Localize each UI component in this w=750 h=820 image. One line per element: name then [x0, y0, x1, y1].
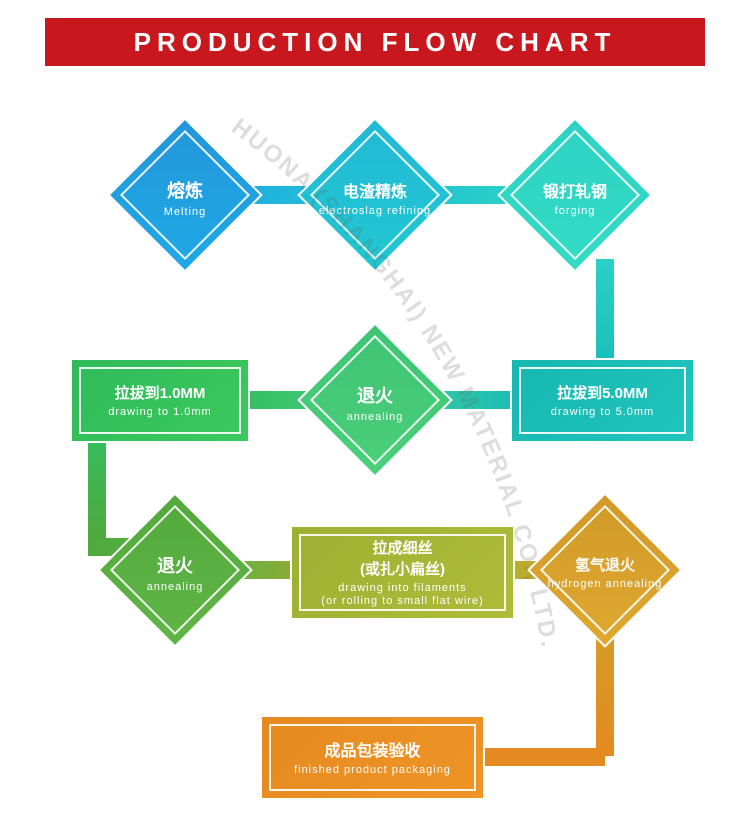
node-label-cn: 熔炼	[167, 177, 203, 203]
node-label-cn: 退火	[357, 382, 393, 408]
node-label-en: drawing into filaments (or rolling to sm…	[313, 582, 491, 608]
node-label: 电渣精炼 electroslag refining	[313, 136, 437, 260]
node-label-en: electroslag refining	[319, 205, 431, 218]
title-banner: PRODUCTION FLOW CHART	[45, 18, 705, 66]
node-label-cn: 电渣精炼	[343, 178, 407, 202]
node-label-cn: 退火	[157, 552, 193, 578]
node-packaging: 成品包装验收 finished product packaging	[260, 715, 485, 800]
node-label-cn: 拉拔到1.0MM	[105, 382, 216, 403]
node-label: 锻打轧钢 forging	[513, 136, 637, 260]
node-draw5: 拉拔到5.0MM drawing to 5.0mm	[510, 358, 695, 443]
node-anneal2: 退火 annealing	[97, 492, 253, 648]
node-anneal1: 退火 annealing	[297, 322, 453, 478]
node-melting: 熔炼 Melting	[107, 117, 263, 273]
node-label-en: annealing	[147, 581, 204, 594]
node-label-en: finished product packaging	[286, 764, 459, 777]
node-label-cn: 氢气退火	[575, 554, 635, 575]
title-text: PRODUCTION FLOW CHART	[134, 27, 617, 57]
connector-2	[596, 259, 614, 364]
node-electro: 电渣精炼 electroslag refining	[297, 117, 453, 273]
flow-chart-canvas: PRODUCTION FLOW CHART HUONA (SHANGHAI) N…	[0, 0, 750, 820]
node-label: 氢气退火 hydrogen annealing	[543, 511, 667, 635]
node-label: 退火 annealing	[113, 511, 237, 635]
node-forging: 锻打轧钢 forging	[497, 117, 653, 273]
node-label-en: drawing to 1.0mm	[100, 406, 219, 419]
node-label: 退火 annealing	[313, 341, 437, 465]
node-label-en: annealing	[347, 411, 404, 424]
node-label-cn: 锻打轧钢	[543, 178, 607, 202]
node-hydrogen: 氢气退火 hydrogen annealing	[527, 492, 683, 648]
node-filaments: 拉成细丝 (或扎小扁丝) drawing into filaments (or r…	[290, 525, 515, 620]
node-label-en: drawing to 5.0mm	[543, 406, 662, 419]
node-draw1: 拉拔到1.0MM drawing to 1.0mm	[70, 358, 250, 443]
node-label-en: forging	[555, 205, 596, 218]
node-label-cn: 拉拔到5.0MM	[547, 382, 658, 403]
node-label: 熔炼 Melting	[123, 136, 247, 260]
node-label-cn: 成品包装验收	[314, 737, 430, 761]
node-label-en: Melting	[164, 206, 206, 219]
connector-5	[88, 438, 106, 538]
node-label-cn: 拉成细丝 (或扎小扁丝)	[350, 537, 455, 579]
connector-10	[480, 748, 605, 766]
node-label-en: hydrogen annealing	[548, 578, 663, 591]
